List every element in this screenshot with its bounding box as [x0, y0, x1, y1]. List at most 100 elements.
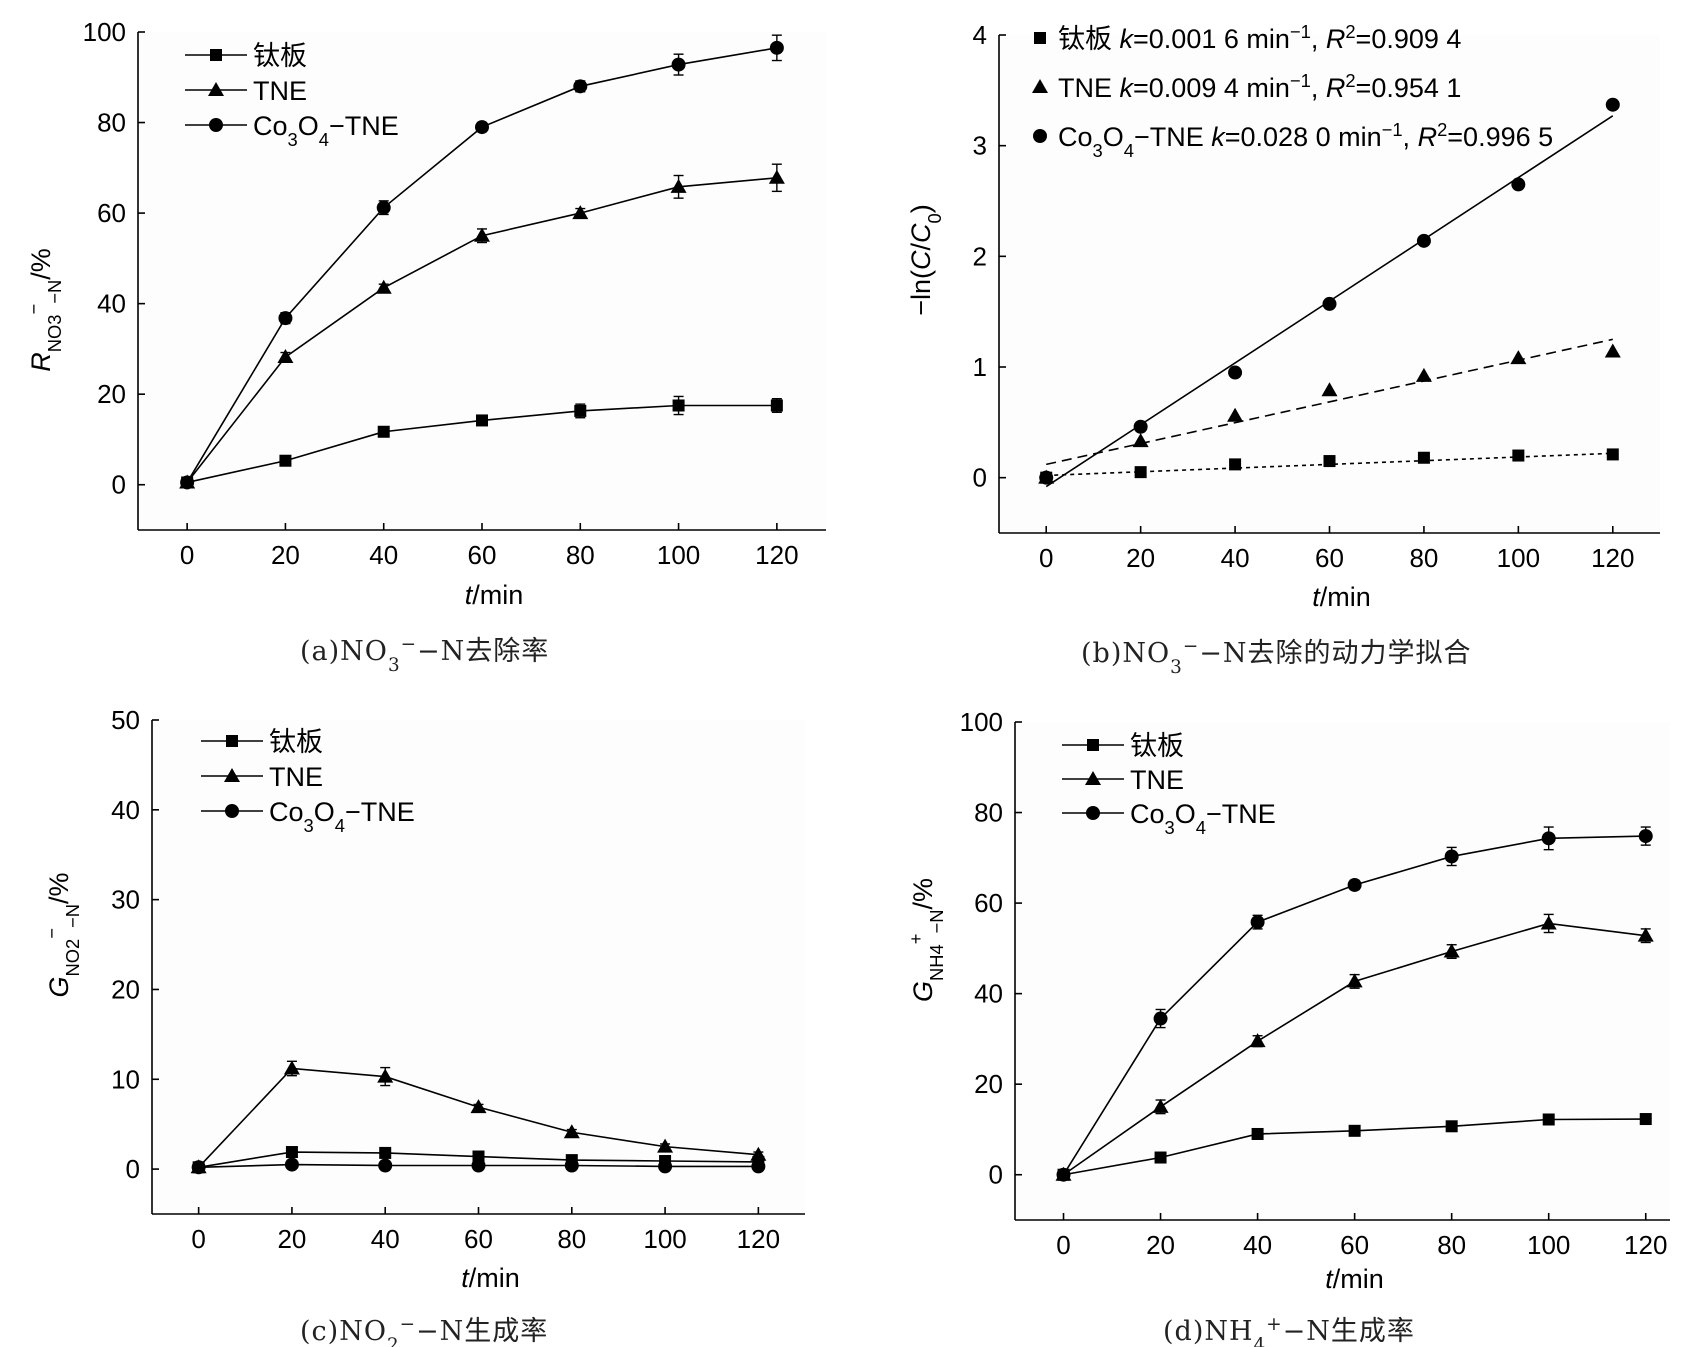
x-tick-label: 0	[180, 540, 194, 570]
data-point	[1229, 458, 1242, 471]
data-point	[658, 1159, 673, 1174]
panel-caption-part: (a)NO	[300, 636, 388, 667]
legend-label-part: 3	[1093, 140, 1103, 161]
data-point	[283, 1060, 300, 1075]
y-axis-label-part: 3	[44, 314, 65, 324]
data-point	[1417, 451, 1430, 464]
legend-marker	[1087, 739, 1099, 751]
y-axis-label-part: NH	[926, 954, 947, 981]
legend-marker	[225, 804, 239, 818]
data-point	[1511, 177, 1526, 192]
data-point	[657, 1138, 674, 1153]
data-point	[1604, 343, 1621, 358]
x-axis-label-part: t	[1325, 1264, 1334, 1294]
legend-label-part: O	[314, 797, 335, 827]
data-point	[284, 1157, 299, 1172]
x-tick-label: 120	[1591, 543, 1634, 573]
data-point	[1510, 350, 1527, 365]
legend-label-part: k	[1211, 122, 1226, 152]
data-point	[1540, 915, 1557, 930]
y-axis-label-part: −	[41, 928, 62, 939]
data-point	[672, 399, 685, 412]
legend-label-part: O	[1103, 122, 1124, 152]
data-point	[180, 475, 195, 490]
legend-marker	[1032, 79, 1048, 93]
legend-label-part: −1	[1382, 119, 1403, 140]
x-axis-label-part: t	[461, 1263, 470, 1293]
legend-label-part: 3	[304, 815, 314, 836]
plot-area	[1015, 722, 1670, 1220]
legend-label-part: 4	[335, 815, 345, 836]
data-point	[574, 404, 587, 417]
panel-caption-part: +	[1266, 1314, 1282, 1335]
data-point	[769, 40, 784, 55]
legend-label: Co3O4−TNE	[1130, 799, 1276, 838]
x-tick-label: 20	[1126, 543, 1155, 573]
legend-label-part: =0.996 5	[1447, 122, 1553, 152]
legend-label-part: 3	[288, 129, 298, 150]
legend-label: Co3O4−TNE	[269, 797, 415, 836]
data-point	[1134, 466, 1147, 479]
y-axis-label-part: −N	[62, 904, 83, 928]
data-point	[768, 169, 785, 184]
y-axis-label-group: RNO3−−N/%	[23, 248, 65, 372]
x-axis-label-part: /min	[469, 1263, 520, 1293]
y-axis-label-part: +	[905, 934, 926, 945]
data-point	[1415, 367, 1432, 382]
x-tick-label: 80	[1437, 1230, 1466, 1260]
y-axis-label: −ln(C/C0)	[906, 204, 945, 316]
y-axis-label-part: −ln(	[906, 270, 936, 316]
data-point	[1637, 927, 1654, 942]
data-point	[1346, 973, 1363, 988]
data-point	[1154, 1151, 1167, 1164]
y-tick-label: 0	[973, 463, 987, 493]
legend-label-part: 2	[1345, 21, 1355, 42]
legend-label-part: Co	[269, 797, 304, 827]
y-axis-label-part: G	[44, 976, 74, 997]
y-tick-label: 20	[974, 1069, 1003, 1099]
y-axis-label-part: C	[906, 223, 936, 243]
x-tick-label: 40	[1221, 543, 1250, 573]
x-tick-label: 120	[1624, 1230, 1667, 1260]
legend-label-part: R	[1326, 24, 1346, 54]
data-point	[191, 1160, 206, 1175]
panel-caption-part: −N去除的动力学拟合	[1199, 638, 1471, 669]
legend-marker	[1034, 32, 1046, 44]
data-point	[474, 227, 490, 242]
data-point	[1322, 296, 1337, 311]
y-axis-label-part: −N	[44, 280, 65, 304]
x-tick-label: 80	[566, 540, 595, 570]
y-tick-label: 20	[97, 379, 126, 409]
data-point	[378, 1158, 393, 1173]
data-point	[475, 120, 489, 135]
data-point	[1639, 1113, 1652, 1126]
legend-label-part: −TNE	[345, 797, 415, 827]
data-point	[1227, 407, 1244, 422]
y-tick-label: 0	[989, 1160, 1003, 1190]
legend-label-part: R	[1418, 122, 1438, 152]
y-tick-label: 60	[974, 888, 1003, 918]
data-point	[1347, 877, 1362, 892]
x-axis-label-part: /min	[1333, 1264, 1384, 1294]
legend-label-part: Co	[1130, 799, 1165, 829]
legend-label: TNE	[1130, 765, 1184, 795]
data-point	[376, 200, 391, 215]
panel-caption-part: 2	[387, 1335, 400, 1347]
legend-label: 钛板 k=0.001 6 min−1, R2=0.909 4	[1058, 21, 1461, 55]
y-tick-label: 3	[973, 131, 987, 161]
panel-caption-part: 4	[1254, 1335, 1267, 1347]
y-axis-label-part: /%	[44, 872, 74, 904]
x-tick-label: 0	[191, 1224, 205, 1254]
legend-label: 钛板	[1130, 731, 1184, 761]
y-tick-label: 80	[97, 108, 126, 138]
panel-caption-part: (b)NO	[1081, 638, 1170, 669]
y-tick-label: 40	[974, 979, 1003, 1009]
legend-marker	[1033, 129, 1047, 143]
y-axis-label-part: )	[906, 204, 936, 213]
x-axis-label: t/min	[461, 1263, 520, 1293]
legend-label-part: O	[298, 111, 319, 141]
series-triangle	[1038, 338, 1621, 484]
panel-caption-part: (d)NH	[1163, 1316, 1254, 1347]
legend-label-part: k	[1120, 24, 1135, 54]
legend-marker	[209, 118, 223, 132]
